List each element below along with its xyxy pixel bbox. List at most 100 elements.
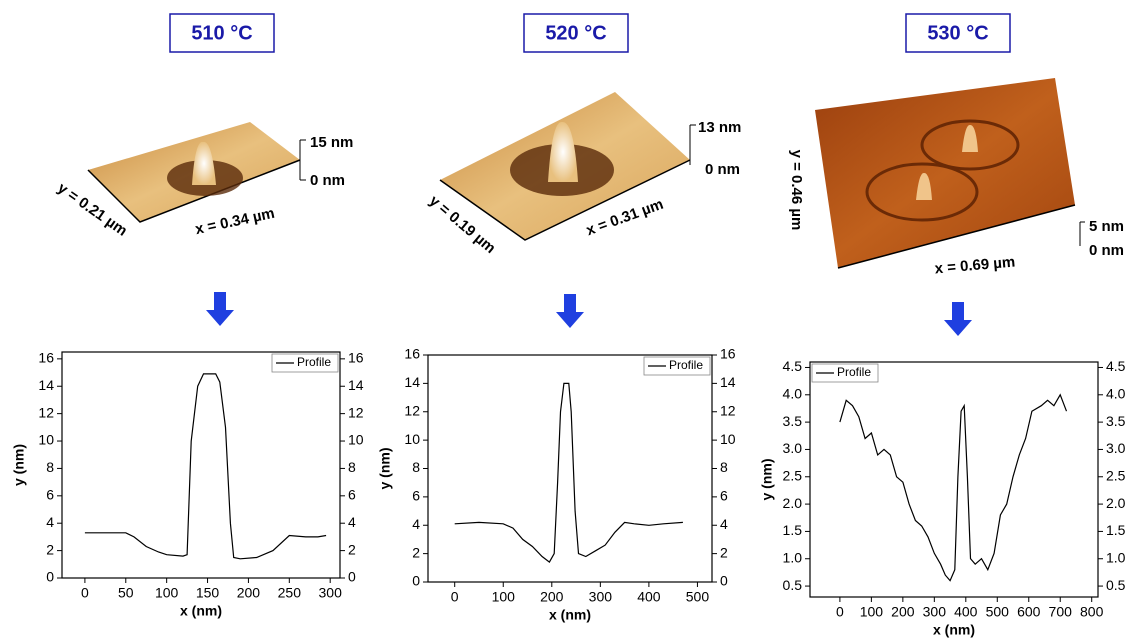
x-tick-label: 0 [451,589,459,605]
y-tick-label: 6 [412,488,420,504]
y-tick-label: 0.5 [783,577,803,593]
x-tick-label: 700 [1049,604,1073,620]
y-tick-label: 1.0 [783,549,803,565]
y-tick-label: 8 [46,459,54,475]
arrow [556,294,584,328]
y2-tick-label: 2.0 [1106,495,1126,511]
y-tick-label: 4.5 [783,358,803,374]
y-axis-label: y (nm) [377,448,393,490]
y2-tick-label: 4.0 [1106,385,1126,401]
y2-tick-label: 1.0 [1106,549,1126,565]
plot-frame [810,362,1098,597]
z-scale [1080,222,1085,246]
y2-tick-label: 3.0 [1106,440,1126,456]
y2-tick-label: 0 [720,573,728,589]
y2-tick-label: 12 [348,404,364,420]
y-tick-label: 3.0 [783,440,803,456]
y2-tick-label: 14 [720,374,736,390]
y2-tick-label: 4.5 [1106,358,1126,374]
legend-label: Profile [837,365,871,379]
y-tick-label: 14 [38,377,54,393]
x-tick-label: 200 [891,604,915,620]
x-tick-label: 0 [836,604,844,620]
z-min: 0 nm [1089,242,1124,259]
profile-line [455,383,683,562]
z-max: 13 nm [698,119,741,136]
legend-label: Profile [297,355,331,369]
plot-frame [62,352,340,578]
y-tick-label: 0 [412,573,420,589]
y2-tick-label: 16 [348,350,364,366]
x-size: x = 0.34 µm [194,205,277,238]
y2-tick-label: 10 [720,431,736,447]
temperature: 520 °C [545,22,606,44]
x-tick-label: 50 [118,585,134,601]
y2-tick-label: 2.5 [1106,467,1126,483]
y2-tick-label: 14 [348,377,364,393]
y2-tick-label: 4 [348,514,356,530]
y2-tick-label: 3.5 [1106,413,1126,429]
x-tick-label: 300 [923,604,947,620]
y2-tick-label: 12 [720,402,736,418]
x-tick-label: 400 [637,589,661,605]
x-tick-label: 150 [196,585,220,601]
x-tick-label: 500 [686,589,710,605]
y-tick-label: 16 [404,346,420,362]
y-tick-label: 12 [404,402,420,418]
x-tick-label: 600 [1017,604,1041,620]
x-tick-label: 100 [492,589,516,605]
y2-tick-label: 6 [348,487,356,503]
x-size: x = 0.69 µm [934,253,1016,277]
profile-line [840,395,1067,581]
y-axis-label: y (nm) [759,459,775,501]
temperature: 530 °C [927,22,988,44]
arrow [944,302,972,336]
y-tick-label: 10 [38,432,54,448]
y-tick-label: 10 [404,431,420,447]
legend-label: Profile [669,358,703,372]
y-tick-label: 2 [46,541,54,557]
x-tick-label: 200 [540,589,564,605]
figure: 510 °C 520 °C 530 °C 15 nm 0 nm y = 0.21… [0,0,1147,639]
x-tick-label: 300 [319,585,343,601]
temperature: 510 °C [191,22,252,44]
y-axis-label: y (nm) [11,444,27,486]
x-tick-label: 250 [278,585,302,601]
x-axis-label: x (nm) [549,607,591,623]
z-scale [300,140,306,180]
plot-frame [428,355,712,582]
y2-tick-label: 4 [720,516,728,532]
y-tick-label: 0 [46,569,54,585]
y2-tick-label: 0 [348,569,356,585]
y2-tick-label: 0.5 [1106,577,1126,593]
z-max: 15 nm [310,134,353,151]
z-min: 0 nm [310,172,345,189]
x-tick-label: 500 [986,604,1010,620]
z-min: 0 nm [705,161,740,178]
y-tick-label: 2 [412,544,420,560]
y-tick-label: 6 [46,487,54,503]
y-tick-label: 2.5 [783,467,803,483]
x-tick-label: 100 [155,585,179,601]
y-tick-label: 3.5 [783,413,803,429]
y2-tick-label: 8 [348,459,356,475]
x-axis-label: x (nm) [180,603,222,619]
y2-tick-label: 2 [720,544,728,560]
x-tick-label: 100 [860,604,884,620]
x-tick-label: 0 [81,585,89,601]
y2-tick-label: 8 [720,459,728,475]
y2-tick-label: 2 [348,541,356,557]
y2-tick-label: 16 [720,346,736,362]
x-tick-label: 200 [237,585,261,601]
y-tick-label: 14 [404,374,420,390]
y-tick-label: 4 [46,514,54,530]
arrow [206,292,234,326]
z-scale [690,125,696,165]
profile-line [85,374,326,559]
y-size: y = 0.46 µm [788,150,805,231]
y-tick-label: 8 [412,459,420,475]
z-max: 5 nm [1089,218,1124,235]
x-tick-label: 400 [954,604,978,620]
y-tick-label: 2.0 [783,495,803,511]
x-axis-label: x (nm) [933,622,975,638]
